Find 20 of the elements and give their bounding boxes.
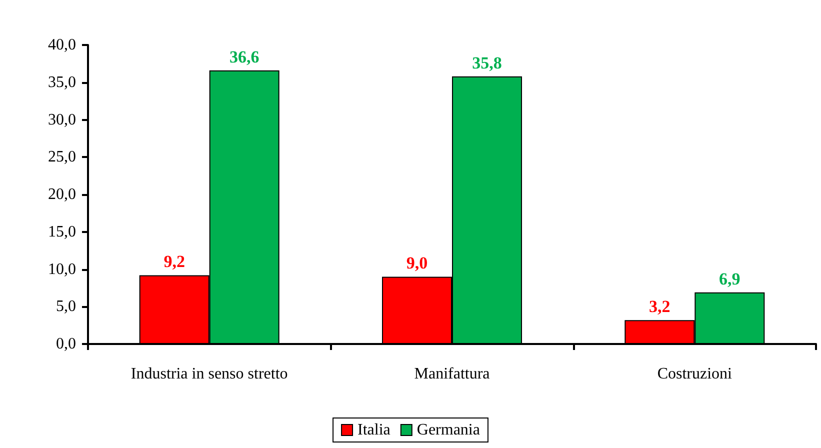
y-tick-label: 40,0 xyxy=(48,36,76,54)
y-tick-label: 0,0 xyxy=(56,336,76,352)
y-tick-label: 30,0 xyxy=(48,111,76,128)
data-label: 9,2 xyxy=(164,252,185,272)
data-label: 35,8 xyxy=(472,53,502,72)
legend-label: Italia xyxy=(358,422,390,438)
data-label: 36,6 xyxy=(229,47,260,66)
x-tick-label: Industria in senso stretto xyxy=(130,366,288,382)
data-label: 3,2 xyxy=(649,297,670,316)
data-label: 9,0 xyxy=(406,254,428,273)
y-tick-label: 20,0 xyxy=(48,186,76,203)
legend-label: Germania xyxy=(416,422,480,438)
x-tick-label: Manifattura xyxy=(414,366,490,382)
x-tick-label: Costruzioni xyxy=(657,366,733,382)
y-tick-label: 15,0 xyxy=(48,223,76,240)
y-tick-label: 5,0 xyxy=(56,298,76,316)
y-tick-label: 25,0 xyxy=(48,148,76,166)
y-tick-label: 35,0 xyxy=(48,74,76,91)
data-label: 6,9 xyxy=(719,269,740,288)
y-tick-label: 10,0 xyxy=(48,260,76,278)
